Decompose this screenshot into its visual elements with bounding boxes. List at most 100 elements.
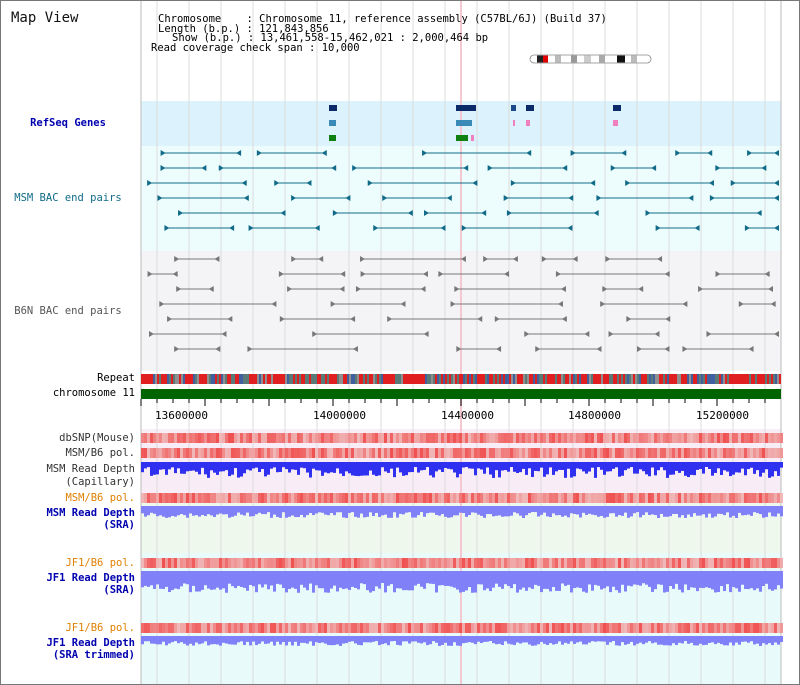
polymorphism-cell xyxy=(717,493,720,503)
read-depth-bar xyxy=(585,571,588,593)
read-depth-bar xyxy=(174,462,177,474)
repeat-segment xyxy=(705,374,707,384)
read-depth-bar xyxy=(459,462,462,474)
b6n-bac-pair-end xyxy=(420,286,426,292)
polymorphism-cell xyxy=(651,493,654,503)
repeat-segment xyxy=(153,374,155,384)
read-depth-bar xyxy=(357,571,360,590)
polymorphism-cell xyxy=(669,558,672,568)
msm-bac-pair-end xyxy=(481,210,487,216)
read-depth-bar xyxy=(489,636,492,642)
polymorphism-cell xyxy=(279,448,282,458)
read-depth-bar xyxy=(180,462,183,474)
read-depth-bar xyxy=(762,571,765,587)
read-depth-bar xyxy=(240,571,243,587)
read-depth-bar xyxy=(555,462,558,472)
polymorphism-cell xyxy=(618,433,621,443)
read-depth-bar xyxy=(528,571,531,588)
read-depth-bar xyxy=(192,571,195,586)
polymorphism-cell xyxy=(381,493,384,503)
polymorphism-cell xyxy=(567,448,570,458)
read-depth-bar xyxy=(381,636,384,645)
read-depth-bar xyxy=(501,571,504,589)
polymorphism-cell xyxy=(309,493,312,503)
polymorphism-cell xyxy=(351,433,354,443)
read-depth-bar xyxy=(300,462,303,468)
msm-bac-pair-end xyxy=(241,180,247,186)
polymorphism-cell xyxy=(660,493,663,503)
msm-bac-pair-end xyxy=(774,180,779,186)
repeat-segment xyxy=(367,374,369,384)
polymorphism-cell xyxy=(486,493,489,503)
polymorphism-cell xyxy=(687,448,690,458)
polymorphism-cell xyxy=(453,623,456,633)
repeat-segment xyxy=(403,374,405,384)
chromosome-ideogram[interactable] xyxy=(529,53,653,65)
polymorphism-cell xyxy=(345,433,348,443)
msm-bac-pair-end xyxy=(688,195,694,201)
polymorphism-cell xyxy=(570,623,573,633)
repeat-segment xyxy=(779,374,781,384)
read-depth-bar xyxy=(720,571,723,587)
polymorphism-cell xyxy=(342,448,345,458)
read-depth-bar xyxy=(372,571,375,592)
polymorphism-cell xyxy=(780,558,783,568)
read-depth-bar xyxy=(231,636,234,645)
repeat-segment xyxy=(505,374,507,384)
read-depth-bar xyxy=(336,636,339,645)
read-depth-bar xyxy=(639,571,642,586)
polymorphism-cell xyxy=(714,623,717,633)
polymorphism-cell xyxy=(216,448,219,458)
read-depth-bar xyxy=(330,462,333,473)
read-depth-bar xyxy=(630,636,633,642)
polymorphism-cell xyxy=(363,433,366,443)
read-depth-bar xyxy=(417,506,420,516)
polymorphism-cell xyxy=(594,448,597,458)
polymorphism-cell xyxy=(402,558,405,568)
polymorphism-cell xyxy=(621,433,624,443)
polymorphism-cell xyxy=(255,558,258,568)
polymorphism-cell xyxy=(630,448,633,458)
b6n-bac-pair-end xyxy=(512,256,518,262)
repeat-segment xyxy=(493,374,495,384)
read-depth-bar xyxy=(321,462,324,476)
polymorphism-cell xyxy=(603,623,606,633)
polymorphism-cell xyxy=(213,448,216,458)
read-depth-bar xyxy=(420,571,423,587)
polymorphism-cell xyxy=(765,448,768,458)
polymorphism-cell xyxy=(273,493,276,503)
track-label-b6n-bac[interactable]: B6N BAC end pairs xyxy=(14,305,122,317)
polymorphism-cell xyxy=(213,623,216,633)
polymorphism-cell xyxy=(657,433,660,443)
polymorphism-cell xyxy=(498,448,501,458)
polymorphism-cell xyxy=(201,558,204,568)
polymorphism-cell xyxy=(492,558,495,568)
repeat-segment xyxy=(531,374,533,384)
polymorphism-cell xyxy=(435,493,438,503)
read-depth-bar xyxy=(456,636,459,646)
polymorphism-cell xyxy=(261,493,264,503)
read-depth-bar xyxy=(678,636,681,643)
read-depth-bar xyxy=(147,506,150,516)
polymorphism-cell xyxy=(780,433,783,443)
repeat-segment xyxy=(481,374,483,384)
read-depth-bar xyxy=(546,506,549,517)
read-depth-bar xyxy=(393,506,396,513)
track-label-refseq-genes[interactable]: RefSeq Genes xyxy=(30,117,106,129)
polymorphism-cell xyxy=(666,558,669,568)
polymorphism-cell xyxy=(462,433,465,443)
read-depth-bar xyxy=(525,636,528,643)
polymorphism-cell xyxy=(360,558,363,568)
read-depth-bar xyxy=(453,571,456,588)
polymorphism-cell xyxy=(462,623,465,633)
polymorphism-cell xyxy=(507,558,510,568)
polymorphism-cell xyxy=(510,493,513,503)
polymorphism-cell xyxy=(678,433,681,443)
polymorphism-cell xyxy=(756,448,759,458)
polymorphism-cell xyxy=(564,623,567,633)
polymorphism-cell xyxy=(714,433,717,443)
track-label-msm-bac[interactable]: MSM BAC end pairs xyxy=(14,192,122,204)
read-depth-bar xyxy=(168,462,171,470)
read-depth-bar xyxy=(735,636,738,643)
